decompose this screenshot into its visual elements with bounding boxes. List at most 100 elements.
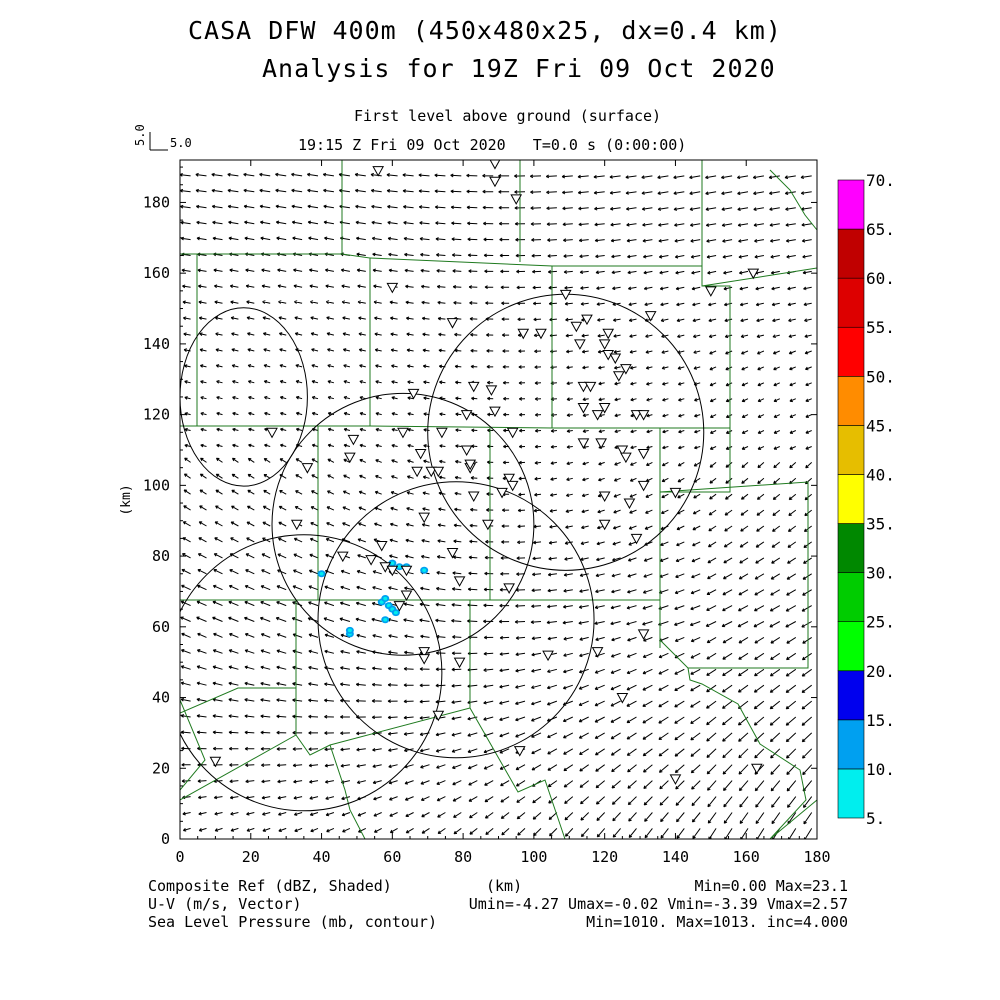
station-triangle: [344, 452, 356, 464]
plot-frame: [179, 159, 818, 840]
station-triangle: [436, 427, 448, 439]
station-triangle: [482, 519, 494, 531]
echo-core: [347, 628, 352, 633]
station-triangle: [418, 654, 431, 665]
station-triangle: [446, 548, 459, 559]
footer-vector-label: U-V (m/s, Vector): [148, 895, 302, 913]
station-triangle: [574, 339, 586, 350]
station-triangle: [616, 693, 629, 704]
station-triangle: [290, 519, 303, 531]
station-triangle: [595, 438, 607, 449]
station-triangle: [630, 410, 643, 421]
station-markers: [209, 160, 763, 785]
station-triangle: [400, 590, 413, 602]
station-triangle: [506, 480, 519, 492]
y-tick-label: 60: [152, 618, 170, 636]
station-triangle: [489, 176, 501, 188]
y-tick-label: 160: [143, 264, 170, 282]
station-triangle: [620, 364, 632, 375]
station-triangle: [467, 491, 480, 502]
station-triangle: [460, 410, 473, 421]
station-triangle: [644, 311, 657, 322]
colorbar-label: 15.: [866, 711, 895, 730]
station-triangle: [489, 160, 501, 170]
station-triangle: [637, 629, 650, 640]
x-tick-label: 140: [662, 848, 689, 866]
colorbar-bin: [837, 179, 865, 230]
echo-core: [393, 610, 398, 615]
colorbar-bin: [837, 670, 865, 721]
station-triangle: [581, 314, 593, 326]
y-tick-label: 120: [143, 406, 170, 424]
station-triangle: [432, 466, 445, 478]
x-tick-label: 40: [313, 848, 331, 866]
x-tick-label: 120: [591, 848, 618, 866]
x-tick-label: 60: [383, 848, 401, 866]
contour-ring: [317, 481, 595, 759]
x-tick-label: 100: [520, 848, 547, 866]
station-triangle: [467, 381, 480, 393]
colorbar-label: 5.: [866, 809, 885, 828]
colorbar-label: 35.: [866, 515, 895, 534]
colorbar-bin: [837, 277, 865, 328]
colorbar-bin: [837, 425, 865, 475]
y-tick-label: 80: [152, 547, 170, 565]
county-boundaries: [180, 160, 817, 839]
station-triangle: [372, 166, 385, 177]
x-axis-label: (km): [486, 877, 523, 895]
station-triangle: [453, 576, 466, 587]
station-triangle: [559, 289, 572, 301]
x-tick-label: 160: [733, 848, 760, 866]
colorbar-label: 70.: [866, 171, 895, 190]
colorbar-bin: [837, 376, 865, 426]
station-triangle: [496, 487, 508, 499]
station-triangle: [464, 459, 477, 471]
station-triangle: [407, 388, 420, 400]
y-tick-label: 140: [143, 335, 170, 353]
y-axis-label: (km): [119, 484, 134, 515]
footer-contour-label: Sea Level Pressure (mb, contour): [148, 913, 437, 931]
colorbar-bin: [837, 474, 865, 524]
station-triangle: [577, 403, 590, 414]
vector-scale-horizontal: 5.0: [170, 136, 192, 150]
station-triangle: [598, 519, 611, 531]
station-triangle: [747, 268, 760, 280]
echo-core: [383, 617, 388, 622]
reflectivity-echoes: [317, 559, 429, 638]
colorbar-bin: [837, 621, 865, 672]
colorbar-label: 50.: [866, 367, 895, 386]
station-triangle: [577, 438, 590, 449]
title-line-1: CASA DFW 400m (450x480x25, dx=0.4 km): [188, 16, 782, 45]
y-tick-label: 180: [143, 193, 170, 211]
station-triangle: [517, 328, 530, 340]
colorbar-label: 65.: [866, 220, 895, 239]
station-triangle: [266, 427, 278, 439]
colorbar-bin: [837, 572, 865, 622]
station-triangle: [301, 463, 314, 474]
station-triangle: [510, 194, 523, 205]
station-triangle: [386, 282, 399, 294]
station-triangle: [460, 445, 473, 457]
station-triangle: [503, 473, 515, 485]
footer-contour-range: Min=1010. Max=1013. inc=4.000: [586, 913, 848, 931]
station-triangle: [637, 449, 650, 460]
colorbar-bin: [837, 768, 865, 819]
station-triangle: [347, 434, 360, 446]
station-triangle: [598, 403, 611, 414]
colorbar-label: 10.: [866, 760, 895, 779]
echo-core: [422, 568, 427, 573]
station-triangle: [489, 406, 501, 418]
station-triangle: [570, 321, 583, 333]
echo-core: [390, 561, 395, 565]
footer-shaded-label: Composite Ref (dBZ, Shaded): [148, 877, 392, 895]
y-tick-label: 40: [152, 689, 170, 707]
station-triangle: [397, 427, 409, 439]
time-subtitle: 19:15 Z Fri 09 Oct 2020 T=0.0 s (0:00:00…: [298, 136, 687, 154]
station-triangle: [400, 565, 413, 577]
x-tick-label: 180: [803, 848, 830, 866]
colorbar-bin: [837, 228, 865, 279]
station-triangle: [612, 371, 625, 382]
station-triangle: [535, 328, 547, 340]
station-triangle: [418, 512, 431, 524]
